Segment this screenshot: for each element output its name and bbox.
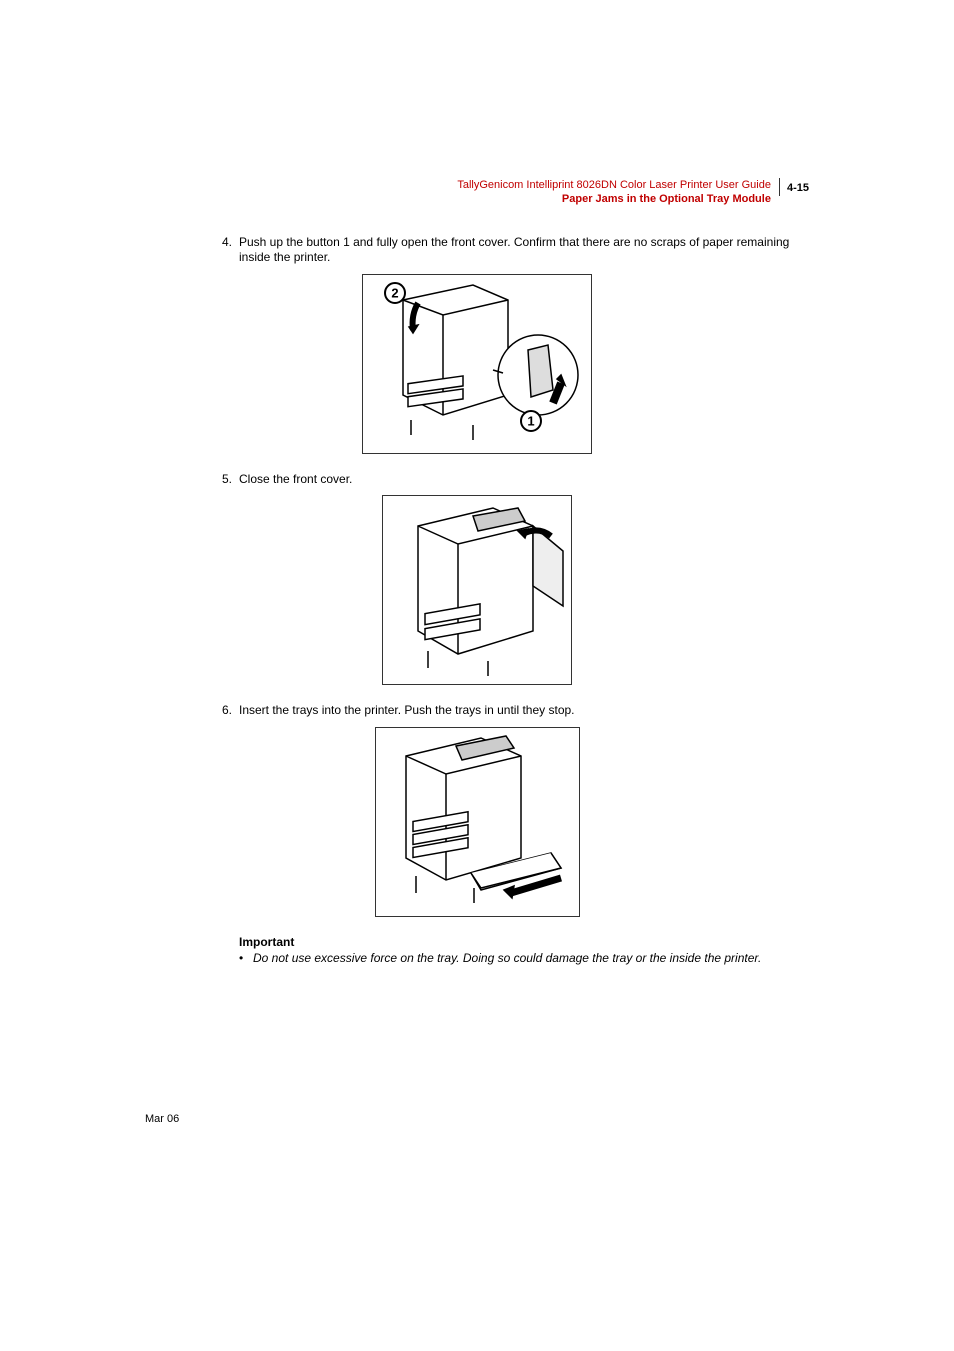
document-title: TallyGenicom Intelliprint 8026DN Color L… (457, 178, 771, 192)
section-title: Paper Jams in the Optional Tray Module (457, 192, 771, 206)
callout-2: 2 (391, 285, 398, 300)
callout-1: 1 (527, 413, 534, 428)
step-text: Insert the trays into the printer. Push … (239, 703, 809, 719)
important-text: Do not use excessive force on the tray. … (253, 951, 761, 967)
step-number: 5. (145, 472, 239, 488)
figure-3 (145, 727, 809, 917)
step-4: 4. Push up the button 1 and fully open t… (145, 235, 809, 266)
bullet-mark: • (239, 951, 253, 967)
printer-insert-tray-illustration (375, 727, 580, 917)
figure-1: 2 1 (145, 274, 809, 454)
important-bullet: • Do not use excessive force on the tray… (239, 951, 809, 967)
step-number: 4. (145, 235, 239, 266)
header-text-block: TallyGenicom Intelliprint 8026DN Color L… (457, 178, 779, 207)
footer-date: Mar 06 (145, 1113, 179, 1125)
important-note: Important • Do not use excessive force o… (239, 935, 809, 967)
step-5: 5. Close the front cover. (145, 472, 809, 488)
step-number: 6. (145, 703, 239, 719)
important-label: Important (239, 935, 809, 949)
page-header: TallyGenicom Intelliprint 8026DN Color L… (145, 178, 809, 207)
printer-close-cover-illustration (382, 495, 572, 685)
page-number: 4-15 (787, 182, 809, 194)
printer-open-cover-illustration: 2 1 (362, 274, 592, 454)
figure-2 (145, 495, 809, 685)
step-6: 6. Insert the trays into the printer. Pu… (145, 703, 809, 719)
step-text: Push up the button 1 and fully open the … (239, 235, 809, 266)
step-text: Close the front cover. (239, 472, 809, 488)
page-number-box: 4-15 (779, 178, 809, 196)
